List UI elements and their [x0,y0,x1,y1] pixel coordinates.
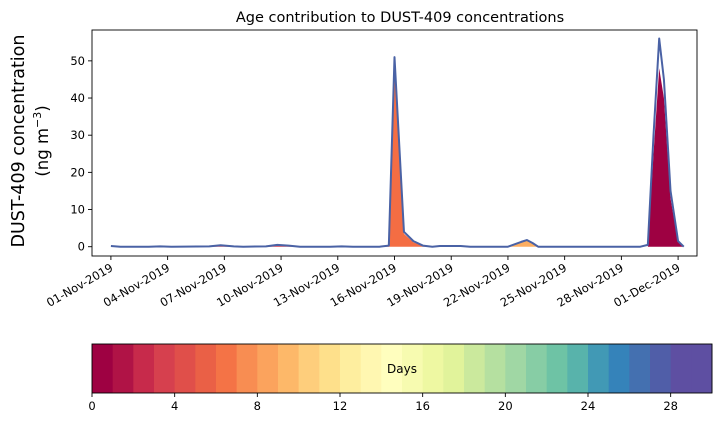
colorbar-tick-label: 0 [88,399,95,413]
colorbar-segment [670,344,692,393]
colorbar-segment [464,344,486,393]
colorbar-segment [505,344,527,393]
y-axis-label: DUST-409 concentration (ng m−3) [9,35,52,248]
colorbar-tick-label: 12 [333,399,348,413]
colorbar-frame [91,343,713,394]
y-axis-unit-close: ) [33,105,52,111]
colorbar-segment [216,344,238,393]
colorbar-segment [588,344,610,393]
colorbar-segment [133,344,155,393]
colorbar-segment [546,344,568,393]
plot-area [110,37,685,248]
colorbar-segment [195,344,217,393]
colorbar-tick-label: 4 [171,399,178,413]
colorbar-segment [526,344,548,393]
colorbar-segment [402,344,424,393]
age-area-10-days [507,240,539,247]
colorbar-tick-label: 8 [254,399,261,413]
colorbar-segment [340,344,362,393]
y-axis-unit-exponent: −3 [31,112,44,128]
colorbar-segment [278,344,300,393]
chart-title: Age contribution to DUST-409 concentrati… [236,10,564,26]
y-axis-unit: (ng m [33,128,52,177]
colorbar-tick-label: 28 [663,399,678,413]
colorbar-segment [154,344,176,393]
colorbar-segment [567,344,589,393]
colorbar-label: Days [387,362,417,376]
axes: 0102030405001-Nov-201904-Nov-201907-Nov-… [44,29,698,310]
y-tick-label: 40 [70,91,85,105]
total-concentration-line [110,37,685,248]
colorbar-segment [360,344,382,393]
colorbar-tick-label: 16 [415,399,430,413]
colorbar: 0 4 8 12 16 20 24 28 [88,343,713,413]
y-tick-label: 50 [70,54,85,68]
y-axis-label-line1: DUST-409 concentration [9,35,29,248]
colorbar-segment [257,344,279,393]
age-area-6-days [379,64,433,247]
colorbar-segment [174,344,196,393]
colorbar-segment [381,344,403,393]
colorbar-segment [650,344,672,393]
colorbar-segment [422,344,444,393]
colorbar-segment [484,344,506,393]
colorbar-tick-label: 20 [498,399,513,413]
y-tick-label: 10 [70,203,85,217]
age-area-0-days [647,68,684,247]
colorbar-segment [298,344,320,393]
colorbar-segment [629,344,651,393]
colorbar-segment [236,344,258,393]
y-tick-label: 30 [70,128,85,142]
colorbar-segment [691,344,713,393]
y-tick-label: 20 [70,165,85,179]
colorbar-segment [608,344,630,393]
colorbar-segment [112,344,134,393]
colorbar-segment [92,344,114,393]
colorbar-tick-label: 24 [581,399,596,413]
colorbar-segment [443,344,465,393]
colorbar-segment [319,344,341,393]
y-tick-label: 0 [78,240,85,254]
y-axis-label-line2: (ng m−3) [31,105,52,176]
